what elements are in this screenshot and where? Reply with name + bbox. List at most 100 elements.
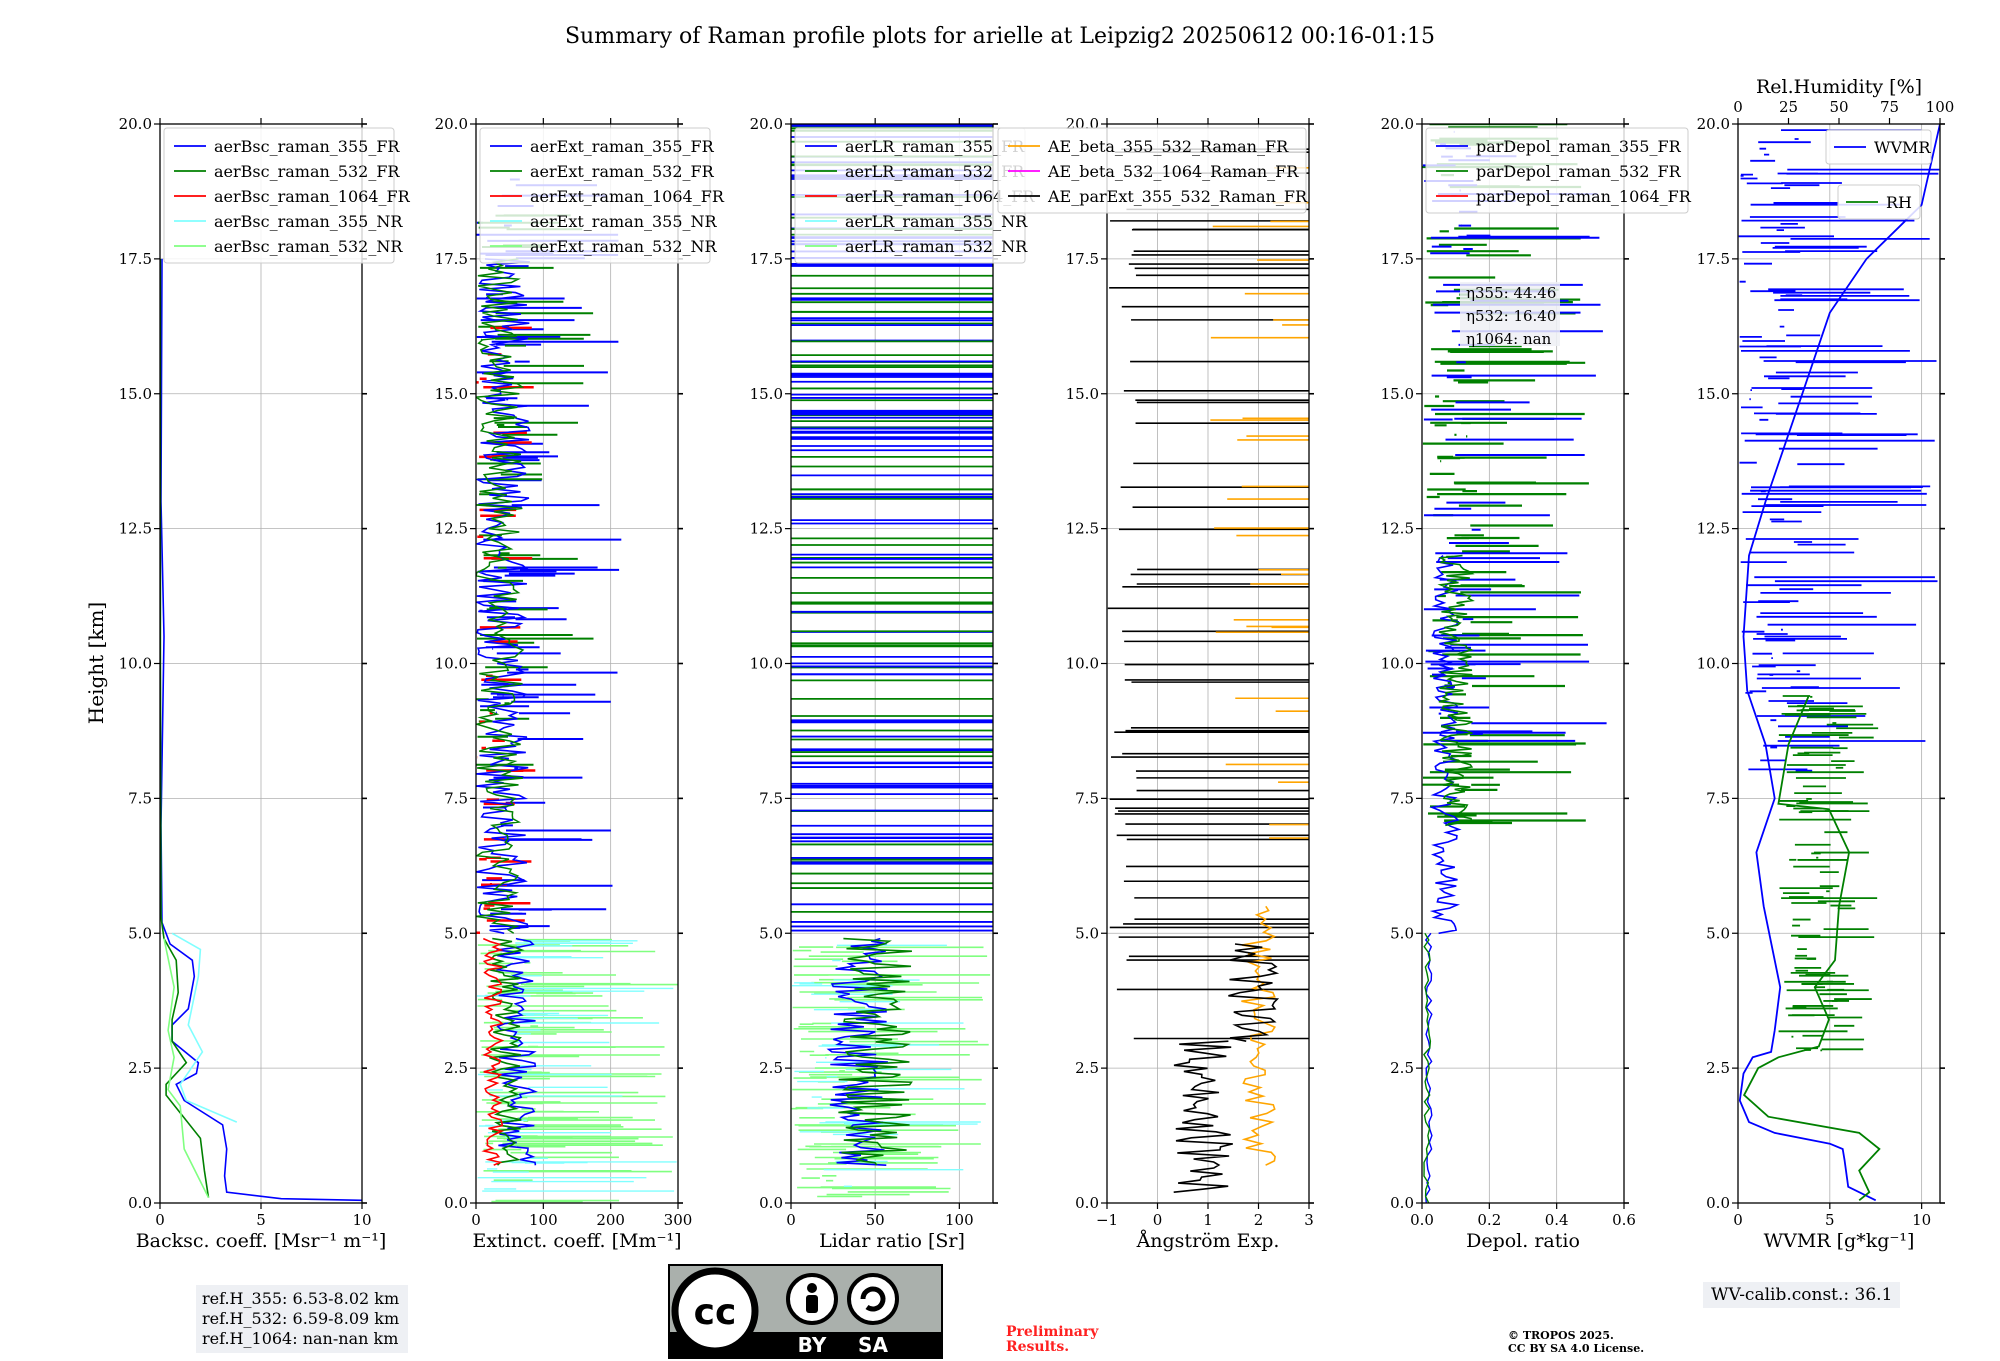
- legend-label: aerLR_raman_1064_FR: [845, 187, 1035, 206]
- preliminary-results-note: Preliminary Results.: [1006, 1324, 1099, 1355]
- x-tick-label: 0: [786, 1211, 796, 1229]
- series-aerBsc_raman_355_NR: [171, 932, 238, 1123]
- cc-license-badge: cc BY SA: [668, 1264, 943, 1359]
- y-tick-label: 2.5: [1390, 1059, 1414, 1077]
- y-tick-label: 0.0: [128, 1194, 152, 1212]
- profile-trace: [1423, 932, 1432, 1203]
- ref-height-1064: ref.H_1064: nan-nan km: [202, 1329, 399, 1348]
- x-tick-label: 3: [1304, 1211, 1314, 1229]
- y-tick-label: 5.0: [444, 924, 468, 942]
- y-tick-label: 2.5: [1706, 1059, 1730, 1077]
- copyright-note: © TROPOS 2025. CC BY SA 4.0 License.: [1508, 1329, 1645, 1355]
- x-tick-label: 0.0: [1410, 1211, 1434, 1229]
- eta-box: [1460, 282, 1560, 346]
- y-tick-label: 0.0: [444, 1194, 468, 1212]
- x2-tick-label: 0: [1733, 98, 1743, 116]
- x2-tick-label: 100: [1926, 98, 1955, 116]
- legend-label: aerBsc_raman_1064_FR: [214, 187, 411, 206]
- x2-tick-label: 25: [1779, 98, 1798, 116]
- y-tick-label: 7.5: [444, 789, 468, 807]
- legend-label: AE_parExt_355_532_Raman_FR: [1047, 187, 1308, 206]
- x-axis-label: WVMR [g*kg⁻¹]: [1764, 1230, 1915, 1252]
- profile-trace: [1429, 554, 1462, 935]
- y-tick-label: 10.0: [119, 655, 152, 673]
- y-tick-label: 15.0: [1381, 385, 1414, 403]
- y-tick-label: 5.0: [759, 924, 783, 942]
- x-axis-label: Ångström Exp.: [1136, 1230, 1280, 1252]
- y-tick-label: 0.0: [1706, 1194, 1730, 1212]
- panels: 0.02.55.07.510.012.515.017.520.00 5 10Back…: [119, 76, 1955, 1252]
- legend-label: aerExt_raman_1064_FR: [530, 187, 725, 206]
- ref-height-355: ref.H_355: 6.53-8.02 km: [202, 1289, 400, 1308]
- y-tick-label: 12.5: [435, 520, 468, 538]
- legend-box: [479, 127, 711, 264]
- profile-trace: [476, 258, 531, 935]
- x2-tick-label: 75: [1880, 98, 1899, 116]
- y-axis-label: Height [km]: [84, 602, 108, 724]
- profile-trace: [1437, 554, 1475, 827]
- y-tick-label: 20.0: [1697, 115, 1730, 133]
- profile-trace: [481, 937, 505, 1166]
- x-tick-label: 5: [256, 1211, 266, 1229]
- x-tick-label: 0: [471, 1211, 481, 1229]
- cc-logo-icon: [671, 1267, 759, 1355]
- x-tick-label: 0.4: [1545, 1211, 1569, 1229]
- x-tick-label: 100: [945, 1211, 974, 1229]
- panel-ext: 0.0 2.5 5.0 7.5 10.0 12.5 15.0 17.5 20.0 0 100 200 3…: [435, 115, 725, 1252]
- y-tick-label: 12.5: [1381, 520, 1414, 538]
- eta-annotation: η1064: nan: [1466, 330, 1552, 348]
- series-aerBsc_raman_355_FR: [160, 258, 362, 1202]
- y-tick-label: 2.5: [444, 1059, 468, 1077]
- y-tick-label: 12.5: [119, 520, 152, 538]
- legend-label: AE_beta_532_1064_Raman_FR: [1047, 162, 1299, 181]
- x2-axis-label: Rel.Humidity [%]: [1756, 76, 1922, 98]
- noise-trace: [477, 940, 677, 1192]
- data-area-lr: [791, 124, 993, 1198]
- legend-label: WVMR: [1874, 138, 1931, 157]
- y-tick-label: 2.5: [1075, 1059, 1099, 1077]
- profile-trace: [476, 258, 525, 934]
- y-tick-label: 7.5: [1706, 789, 1730, 807]
- legend-label: aerBsc_raman_355_NR: [214, 212, 403, 231]
- y-tick-label: 12.5: [1697, 520, 1730, 538]
- y-tick-label: 10.0: [435, 655, 468, 673]
- y-tick-label: 20.0: [435, 115, 468, 133]
- legend-box: [1825, 129, 1932, 165]
- ref-height-532: ref.H_532: 6.59-8.09 km: [202, 1309, 400, 1328]
- y-tick-label: 7.5: [1390, 789, 1414, 807]
- y-tick-label: 7.5: [1075, 789, 1099, 807]
- y-tick-label: 0.0: [759, 1194, 783, 1212]
- y-tick-label: 5.0: [128, 924, 152, 942]
- y-tick-label: 15.0: [119, 385, 152, 403]
- y-tick-label: 7.5: [128, 789, 152, 807]
- series-aerBsc_raman_532_NR: [163, 938, 210, 1198]
- y-tick-label: 2.5: [128, 1059, 152, 1077]
- noise-trace: [1422, 124, 1589, 825]
- legend-label: aerExt_raman_532_NR: [530, 237, 718, 256]
- reference-height-box: ref.H_355: 6.53-8.02 km ref.H_532: 6.59-…: [196, 1285, 408, 1353]
- legend-label: aerBsc_raman_532_FR: [214, 162, 400, 181]
- svg-text:BY: BY: [798, 1333, 827, 1357]
- legend-label: parDepol_raman_532_FR: [1476, 162, 1682, 181]
- y-tick-label: 17.5: [1381, 250, 1414, 268]
- x-tick-label: −1: [1096, 1211, 1118, 1229]
- y-tick-label: 5.0: [1075, 924, 1099, 942]
- profile-trace: [1228, 943, 1280, 1042]
- legend-box: [1837, 184, 1921, 220]
- x-tick-label: 300: [664, 1211, 693, 1229]
- data-area-ext: [476, 178, 678, 1203]
- y-tick-label: 15.0: [1697, 385, 1730, 403]
- noise-trace: [1738, 129, 1940, 772]
- series-aerBsc_raman_532_FR: [160, 258, 210, 1198]
- legend-label: aerBsc_raman_532_NR: [214, 237, 403, 256]
- x-tick-label: 100: [529, 1211, 558, 1229]
- y-tick-label: 5.0: [1390, 924, 1414, 942]
- legend-box: [163, 127, 395, 264]
- figure-title: Summary of Raman profile plots for ariel…: [565, 24, 1435, 49]
- y-tick-label: 0.0: [1075, 1194, 1099, 1212]
- x-axis-label: Lidar ratio [Sr]: [819, 1230, 965, 1252]
- svg-text:cc: cc: [694, 1292, 737, 1333]
- profile-trace: [838, 937, 913, 1166]
- panel-ae: 0.02.55.07.510.012.515.017.520.0−1 0 1 2 3Ån…: [997, 115, 1314, 1252]
- x-tick-label: 5: [1825, 1211, 1835, 1229]
